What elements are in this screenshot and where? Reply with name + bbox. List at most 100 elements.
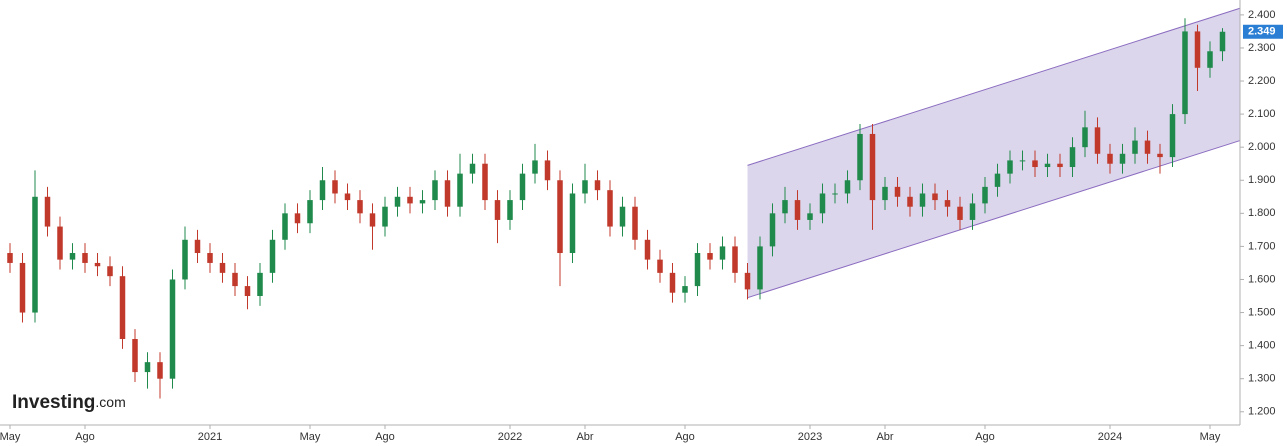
- candle-body: [682, 286, 688, 293]
- y-tick-label: 2.400: [1248, 9, 1276, 21]
- x-tick-label: Ago: [75, 431, 95, 443]
- candle-body: [382, 206, 388, 227]
- candle-body: [807, 213, 813, 220]
- candle-body: [432, 180, 438, 201]
- candle-body: [1207, 51, 1213, 68]
- candle-body: [957, 206, 963, 220]
- candle-body: [144, 362, 151, 373]
- candle-body: [369, 213, 376, 227]
- y-tick-label: 1.500: [1248, 306, 1276, 318]
- candle-body: [1144, 140, 1151, 154]
- candle-body: [569, 193, 576, 254]
- candle-body: [107, 266, 113, 277]
- candle-body: [207, 253, 213, 263]
- candle-body: [419, 200, 426, 204]
- candle-body: [1169, 114, 1176, 158]
- candle-body: [1057, 163, 1063, 168]
- x-tick-label: May: [300, 431, 321, 443]
- candle-body: [519, 173, 526, 201]
- candle-body: [132, 339, 138, 373]
- candle-body: [282, 213, 288, 240]
- candle-body: [619, 206, 626, 227]
- candle-body: [794, 200, 801, 220]
- candle-body: [32, 196, 38, 313]
- candle-body: [257, 272, 263, 297]
- y-tick-label: 1.200: [1248, 406, 1276, 418]
- candle-body: [594, 180, 601, 191]
- candle-body: [707, 253, 713, 260]
- candle-body: [1019, 160, 1026, 162]
- candle-body: [644, 239, 651, 260]
- candle-body: [894, 186, 901, 197]
- candle-body: [907, 196, 913, 207]
- candle-body: [482, 163, 488, 201]
- candle-body: [969, 203, 976, 220]
- candle-body: [307, 200, 313, 224]
- candle-body: [494, 200, 501, 220]
- y-tick-label: 2.300: [1248, 42, 1276, 54]
- candle-body: [1032, 160, 1038, 168]
- candle-body: [1194, 31, 1201, 68]
- candle-body: [1132, 140, 1138, 154]
- candle-body: [1219, 31, 1226, 52]
- y-tick-label: 1.800: [1248, 207, 1276, 219]
- candle-body: [194, 239, 201, 254]
- candle-body: [182, 239, 188, 280]
- candle-body: [657, 259, 663, 273]
- candle-body: [632, 206, 638, 240]
- x-tick-label: 2023: [798, 431, 822, 443]
- candle-body: [1069, 147, 1076, 168]
- last-price-label: 2.349: [1248, 26, 1276, 38]
- candle-body: [332, 180, 338, 194]
- x-tick-label: 2021: [198, 431, 222, 443]
- candle-body: [544, 160, 551, 181]
- candle-body: [857, 133, 863, 181]
- candle-body: [582, 180, 588, 194]
- x-tick-label: Ago: [375, 431, 395, 443]
- candle-body: [294, 213, 301, 224]
- x-tick-label: May: [0, 431, 21, 443]
- candle-body: [932, 193, 938, 201]
- candle-body: [694, 253, 701, 287]
- y-tick-label: 1.700: [1248, 240, 1276, 252]
- candle-body: [469, 163, 476, 174]
- candle-body: [744, 272, 751, 290]
- x-tick-label: 2022: [498, 431, 522, 443]
- candle-body: [819, 193, 826, 214]
- channel-upper: [747, 7, 1241, 166]
- logo-suffix: .com: [95, 394, 125, 410]
- candle-body: [244, 286, 251, 297]
- candle-body: [507, 200, 513, 220]
- y-tick-label: 1.300: [1248, 373, 1276, 385]
- candle-body: [82, 253, 88, 263]
- candle-body: [769, 213, 776, 247]
- x-tick-label: Abr: [876, 431, 893, 443]
- candle-body: [532, 160, 538, 174]
- x-tick-label: Ago: [975, 431, 995, 443]
- logo: Investing.com: [12, 392, 126, 413]
- candle-body: [944, 200, 951, 207]
- candle-body: [669, 272, 676, 293]
- candle-body: [119, 276, 126, 340]
- candle-body: [157, 362, 163, 379]
- candle-body: [169, 279, 176, 379]
- candle-body: [394, 196, 401, 207]
- candle-body: [782, 200, 788, 214]
- candle-body: [832, 193, 838, 195]
- candle-body: [269, 239, 276, 273]
- candle-body: [457, 173, 463, 207]
- candle-body: [407, 196, 413, 204]
- x-tick-label: Ago: [675, 431, 695, 443]
- candle-body: [7, 253, 13, 263]
- candle-body: [1094, 127, 1101, 154]
- candle-body: [44, 196, 51, 227]
- y-tick-label: 1.900: [1248, 174, 1276, 186]
- candle-body: [982, 186, 988, 204]
- candle-body: [607, 190, 613, 227]
- logo-main: Investing: [12, 392, 95, 413]
- candle-body: [344, 193, 351, 201]
- candle-body: [232, 272, 238, 287]
- candle-body: [1107, 153, 1113, 164]
- y-tick-label: 1.400: [1248, 340, 1276, 352]
